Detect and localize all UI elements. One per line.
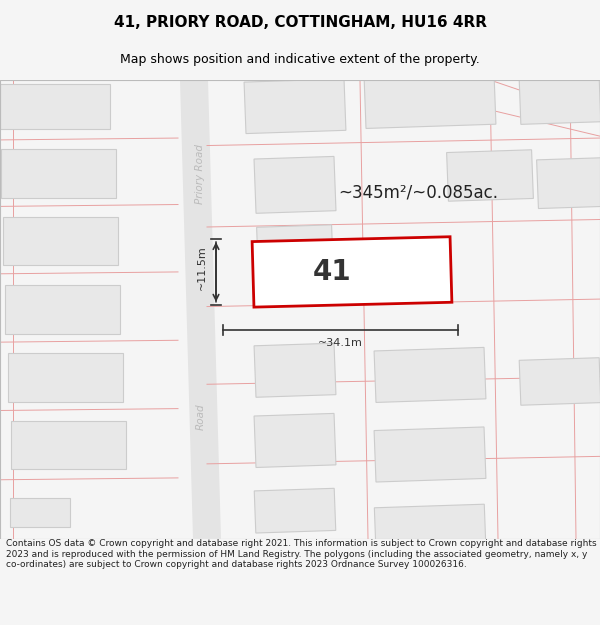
Polygon shape [519,77,600,124]
Text: 41: 41 [313,258,352,286]
Polygon shape [254,156,336,213]
Polygon shape [7,353,122,402]
Polygon shape [257,225,334,276]
Polygon shape [364,72,496,129]
Text: Map shows position and indicative extent of the property.: Map shows position and indicative extent… [120,54,480,66]
Text: Contains OS data © Crown copyright and database right 2021. This information is : Contains OS data © Crown copyright and d… [6,539,596,569]
Polygon shape [536,158,600,209]
Polygon shape [374,348,486,403]
Polygon shape [1,149,115,198]
Text: Road: Road [196,404,206,431]
Polygon shape [2,217,118,266]
Polygon shape [244,79,346,134]
Polygon shape [374,427,486,482]
Text: ~11.5m: ~11.5m [197,245,207,289]
Polygon shape [5,285,119,334]
Polygon shape [11,421,125,469]
Text: Priory Road: Priory Road [195,144,205,204]
Polygon shape [0,84,110,129]
Polygon shape [10,499,70,527]
Polygon shape [519,357,600,405]
Text: ~345m²/~0.085ac.: ~345m²/~0.085ac. [338,183,498,201]
Polygon shape [254,488,336,533]
Polygon shape [254,413,336,468]
Polygon shape [252,237,452,307]
Text: 41, PRIORY ROAD, COTTINGHAM, HU16 4RR: 41, PRIORY ROAD, COTTINGHAM, HU16 4RR [113,15,487,30]
Polygon shape [254,343,336,398]
Text: ~34.1m: ~34.1m [318,338,363,348]
Polygon shape [180,80,221,539]
Polygon shape [446,150,533,201]
Polygon shape [374,504,485,545]
